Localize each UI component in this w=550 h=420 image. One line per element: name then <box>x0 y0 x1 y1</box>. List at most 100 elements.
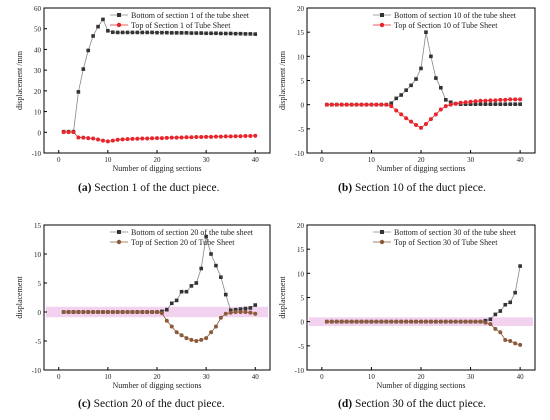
legend-marker <box>116 22 122 28</box>
data-point <box>419 66 423 71</box>
data-point <box>164 318 169 323</box>
data-point <box>433 319 438 324</box>
y-tick-label: 10 <box>34 251 42 259</box>
y-tick-label: 10 <box>297 270 305 278</box>
legend-label: Top of Section 20 of Tube Sheet <box>131 238 235 247</box>
data-point <box>199 135 204 140</box>
data-point <box>483 320 488 325</box>
data-point <box>448 102 453 107</box>
data-point <box>424 30 428 34</box>
data-point <box>150 310 155 314</box>
data-point <box>115 310 120 314</box>
data-point <box>209 330 214 335</box>
x-tick-label: 20 <box>418 373 426 381</box>
data-point <box>404 116 409 121</box>
data-point <box>209 134 214 139</box>
data-point <box>219 275 223 279</box>
data-point <box>96 310 101 314</box>
data-point <box>374 319 379 324</box>
series-line-bottom <box>326 266 521 323</box>
y-tick-label: 10 <box>34 109 42 117</box>
data-point <box>218 315 223 320</box>
y-tick-label: -5 <box>35 338 41 346</box>
data-point <box>384 319 389 324</box>
data-point <box>214 31 218 36</box>
data-point <box>155 310 159 314</box>
series-line-bottom <box>63 236 256 313</box>
data-point <box>334 102 339 107</box>
data-point <box>223 134 228 139</box>
data-point <box>160 30 164 35</box>
data-point <box>453 101 458 106</box>
data-point <box>150 136 155 141</box>
data-point <box>399 319 404 324</box>
y-tick-label: 20 <box>297 5 305 13</box>
data-point <box>344 319 349 324</box>
series-line-top <box>63 311 256 342</box>
data-point <box>423 122 428 126</box>
caption-d-letter: (d) <box>338 398 353 410</box>
data-point <box>105 139 110 144</box>
data-point <box>419 319 423 324</box>
x-tick-label: 40 <box>252 373 260 381</box>
y-tick-label: 0 <box>301 319 305 327</box>
data-point <box>488 322 493 327</box>
data-point <box>243 310 248 314</box>
data-point <box>473 102 478 106</box>
data-point <box>493 102 498 106</box>
data-point <box>389 101 394 106</box>
data-point <box>165 30 169 35</box>
data-point <box>228 31 233 36</box>
data-point <box>409 119 414 124</box>
data-point <box>218 134 223 139</box>
data-point <box>189 337 194 342</box>
data-point <box>81 310 86 314</box>
data-point <box>213 324 218 329</box>
data-point <box>233 31 238 36</box>
caption-b-letter: (b) <box>338 182 353 194</box>
data-point <box>503 97 508 102</box>
legend-label: Bottom of section 30 of the tube sheet <box>394 228 517 237</box>
data-point <box>414 122 419 127</box>
data-point <box>155 136 159 141</box>
y-tick-label: -5 <box>298 343 304 351</box>
data-point <box>169 31 174 35</box>
y-tick-label: 0 <box>38 129 42 137</box>
data-point <box>81 67 86 71</box>
data-point <box>130 30 135 35</box>
y-tick-label: 15 <box>34 222 42 230</box>
data-point <box>140 310 145 314</box>
data-point <box>110 30 115 35</box>
data-point <box>478 102 483 106</box>
data-point <box>339 319 344 324</box>
x-tick-label: 0 <box>57 373 61 381</box>
data-point <box>184 336 189 341</box>
x-axis-label: Number of digging sections <box>376 164 465 173</box>
data-point <box>81 135 86 140</box>
data-point <box>518 97 523 102</box>
data-point <box>199 266 204 271</box>
data-point <box>394 96 399 101</box>
data-point <box>394 319 399 324</box>
data-point <box>150 30 154 35</box>
x-tick-label: 20 <box>154 373 162 381</box>
y-tick-label: -10 <box>295 367 305 375</box>
data-point <box>228 308 233 313</box>
legend-label: Bottom of section 1 of the tube sheet <box>131 11 250 20</box>
data-point <box>508 339 513 343</box>
data-point <box>473 319 478 324</box>
data-point <box>159 311 164 316</box>
data-point <box>91 136 96 141</box>
data-point <box>428 319 433 324</box>
data-point <box>518 102 522 106</box>
data-point <box>238 307 243 311</box>
legend-marker <box>380 230 384 234</box>
data-point <box>423 319 428 324</box>
data-point <box>71 130 76 135</box>
data-point <box>493 326 498 331</box>
data-point <box>233 134 238 139</box>
data-point <box>189 135 194 140</box>
caption-d-text: Section 30 of the duct piece. <box>354 398 486 410</box>
data-point <box>253 303 258 307</box>
data-point <box>369 319 374 324</box>
